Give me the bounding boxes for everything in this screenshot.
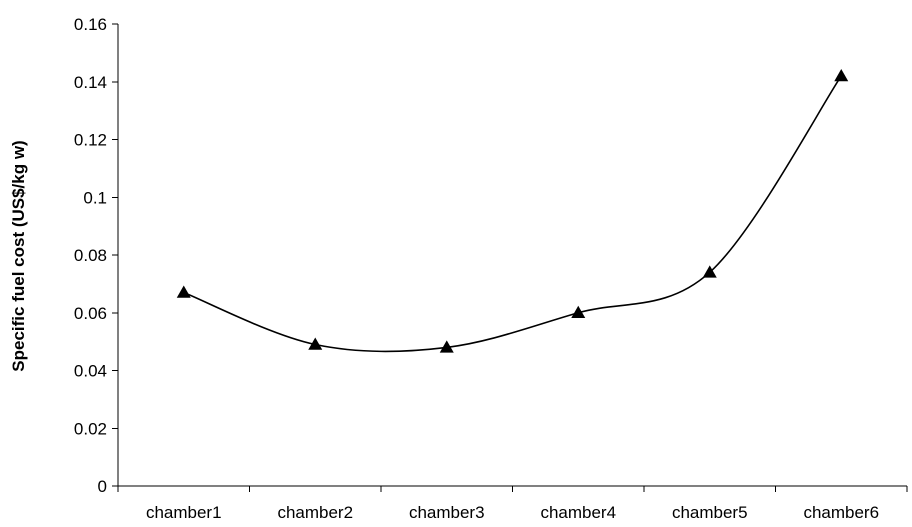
y-tick-label: 0.04 [74,362,107,381]
x-tick-label: chamber2 [277,503,353,522]
data-point-marker [308,337,323,350]
x-axis: chamber1 chamber2 chamber3 chamber4 chamber5… [117,485,908,522]
x-tick-label: chamber4 [540,503,616,522]
x-tick-label: chamber5 [672,503,748,522]
y-tick-label: 0.1 [83,188,107,207]
y-tick-label: 0.08 [74,246,107,265]
data-point-marker [176,285,191,298]
y-tick-label: 0.16 [74,15,107,34]
data-series [176,68,849,353]
y-tick-label: 0 [98,477,107,496]
y-axis-title: Specific fuel cost (US$/kg w) [9,140,28,371]
data-point-marker [439,340,454,353]
data-point-marker [571,305,586,318]
x-tick-label: chamber6 [803,503,879,522]
y-axis: 0 0.02 0.04 0.06 0.08 0.1 0.12 0.14 0.16 [74,15,119,496]
x-tick-label: chamber1 [146,503,222,522]
y-tick-label: 0.02 [74,419,107,438]
x-tick-label: chamber3 [409,503,485,522]
y-tick-label: 0.14 [74,73,107,92]
data-point-marker [834,68,849,82]
series-line [183,75,842,353]
data-point-marker [702,265,717,278]
y-tick-label: 0.12 [74,131,107,150]
y-tick-label: 0.06 [74,304,107,323]
